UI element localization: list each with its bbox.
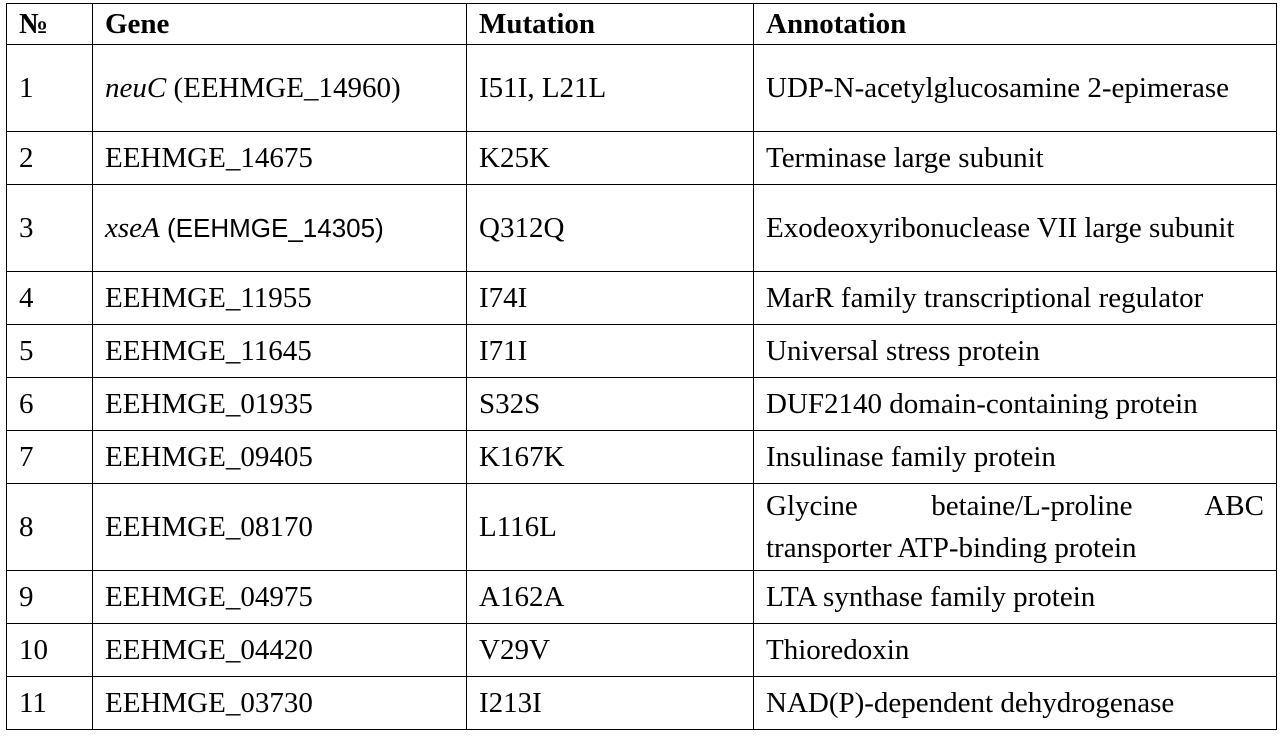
row-annotation: Exodeoxyribonuclease VII large subunit: [753, 184, 1277, 272]
header-gene: Gene: [92, 3, 467, 45]
row-gene: xseA (EEHMGE_14305): [92, 184, 467, 272]
row-gene: neuC (EEHMGE_14960): [92, 44, 467, 132]
row-mutation: I213I: [466, 676, 754, 730]
row-annotation: Thioredoxin: [753, 623, 1277, 677]
header-mutation: Mutation: [466, 3, 754, 45]
row-annotation: Glycine betaine/L-proline ABC transporte…: [753, 483, 1277, 571]
row-annotation: UDP-N-acetylglucosamine 2-epimerase: [753, 44, 1277, 132]
row-mutation: L116L: [466, 483, 754, 571]
table-row: 1 neuC (EEHMGE_14960) I51I, L21L UDP-N-a…: [6, 44, 1277, 132]
table-row: 10 EEHMGE_04420 V29V Thioredoxin: [6, 623, 1277, 677]
header-annotation: Annotation: [753, 3, 1277, 45]
table-row: 3 xseA (EEHMGE_14305) Q312Q Exodeoxyribo…: [6, 184, 1277, 272]
gene-symbol: neuC: [105, 72, 167, 104]
row-number: 4: [6, 271, 93, 325]
gene-locus: (EEHMGE_14960): [166, 72, 401, 104]
header-number: №: [6, 3, 93, 45]
row-annotation: LTA synthase family protein: [753, 570, 1277, 624]
row-number: 3: [6, 184, 93, 272]
row-gene: EEHMGE_14675: [92, 131, 467, 185]
row-number: 11: [6, 676, 93, 730]
row-mutation: S32S: [466, 377, 754, 431]
row-mutation: K167K: [466, 430, 754, 484]
row-gene: EEHMGE_09405: [92, 430, 467, 484]
table-row: 4 EEHMGE_11955 I74I MarR family transcri…: [6, 271, 1277, 325]
row-mutation: A162A: [466, 570, 754, 624]
row-annotation: Insulinase family protein: [753, 430, 1277, 484]
mutation-table: № Gene Mutation Annotation 1 neuC (EEHMG…: [6, 3, 1277, 730]
table-row: 2 EEHMGE_14675 K25K Terminase large subu…: [6, 131, 1277, 185]
row-gene: EEHMGE_03730: [92, 676, 467, 730]
row-number: 1: [6, 44, 93, 132]
table-row: 11 EEHMGE_03730 I213I NAD(P)-dependent d…: [6, 676, 1277, 730]
row-number: 8: [6, 483, 93, 571]
row-number: 10: [6, 623, 93, 677]
gene-symbol: xseA: [105, 212, 160, 244]
row-mutation: V29V: [466, 623, 754, 677]
row-gene: EEHMGE_04975: [92, 570, 467, 624]
row-gene: EEHMGE_04420: [92, 623, 467, 677]
row-number: 7: [6, 430, 93, 484]
row-annotation: NAD(P)-dependent dehydrogenase: [753, 676, 1277, 730]
row-annotation: DUF2140 domain-containing protein: [753, 377, 1277, 431]
row-annotation: MarR family transcriptional regulator: [753, 271, 1277, 325]
row-gene: EEHMGE_01935: [92, 377, 467, 431]
row-annotation: Terminase large subunit: [753, 131, 1277, 185]
row-number: 6: [6, 377, 93, 431]
row-annotation: Universal stress protein: [753, 324, 1277, 378]
row-gene: EEHMGE_11645: [92, 324, 467, 378]
row-number: 2: [6, 131, 93, 185]
row-mutation: I71I: [466, 324, 754, 378]
row-gene: EEHMGE_11955: [92, 271, 467, 325]
table-row: 5 EEHMGE_11645 I71I Universal stress pro…: [6, 324, 1277, 378]
row-number: 5: [6, 324, 93, 378]
row-mutation: I74I: [466, 271, 754, 325]
table-row: 8 EEHMGE_08170 L116L Glycine betaine/L-p…: [6, 483, 1277, 571]
row-mutation: I51I, L21L: [466, 44, 754, 132]
row-mutation: K25K: [466, 131, 754, 185]
table-row: 9 EEHMGE_04975 A162A LTA synthase family…: [6, 570, 1277, 624]
row-number: 9: [6, 570, 93, 624]
row-gene: EEHMGE_08170: [92, 483, 467, 571]
row-mutation: Q312Q: [466, 184, 754, 272]
table-row: 7 EEHMGE_09405 K167K Insulinase family p…: [6, 430, 1277, 484]
table-header-row: № Gene Mutation Annotation: [6, 3, 1277, 45]
gene-locus: (EEHMGE_14305): [159, 213, 384, 243]
table-row: 6 EEHMGE_01935 S32S DUF2140 domain-conta…: [6, 377, 1277, 431]
